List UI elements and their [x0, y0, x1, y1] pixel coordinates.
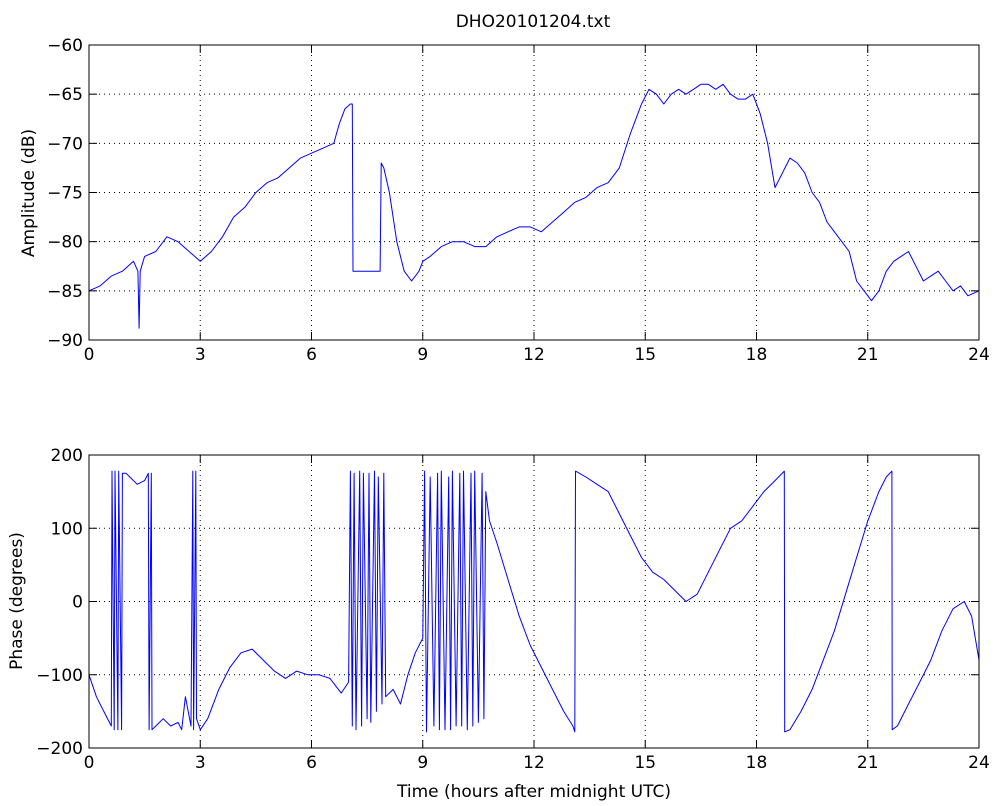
phase-x-tick-label: 9 [417, 753, 428, 773]
amplitude-y-tick-label: −65 [47, 85, 83, 105]
figure-title: DHO20101204.txt [456, 12, 611, 32]
phase-x-tick-label: 18 [746, 753, 768, 773]
phase-x-tick-label: 15 [634, 753, 656, 773]
phase-x-tick-label: 3 [195, 753, 206, 773]
phase-x-tick-label: 24 [968, 753, 990, 773]
amplitude-axes: −90 −85 −80 −75 −70 −65 −60 0 3 6 9 12 15 18 21 24 Amp… [19, 36, 990, 365]
amplitude-x-tick-labels: 0 3 6 9 12 15 18 21 24 [84, 345, 990, 365]
amplitude-x-tick-label: 24 [968, 345, 990, 365]
phase-y-axis-title: Phase (degrees) [7, 532, 27, 670]
phase-y-tick-label: 0 [72, 593, 83, 613]
phase-x-tick-label: 12 [523, 753, 545, 773]
phase-x-tick-labels: 0 3 6 9 12 15 18 21 24 [84, 753, 990, 773]
amplitude-x-tick-label: 21 [857, 345, 879, 365]
amplitude-y-tick-label: −70 [47, 134, 83, 154]
amplitude-x-tick-label: 3 [195, 345, 206, 365]
phase-y-tick-label: 100 [51, 519, 83, 539]
amplitude-y-tick-label: −80 [47, 233, 83, 253]
amplitude-grid [89, 45, 979, 340]
amplitude-ticks [88, 44, 980, 341]
amplitude-y-tick-label: −85 [47, 282, 83, 302]
amplitude-y-tick-label: −75 [47, 184, 83, 204]
phase-x-tick-label: 0 [84, 753, 95, 773]
amplitude-x-tick-label: 6 [306, 345, 317, 365]
phase-y-tick-label: −100 [36, 666, 83, 686]
phase-x-axis-title: Time (hours after midnight UTC) [396, 782, 671, 802]
phase-x-tick-label: 6 [306, 753, 317, 773]
amplitude-y-tick-label: −60 [47, 36, 83, 56]
amplitude-x-tick-label: 18 [746, 345, 768, 365]
phase-grid [89, 455, 979, 748]
amplitude-trace [88, 83, 980, 329]
amplitude-y-axis-title: Amplitude (dB) [19, 129, 39, 257]
phase-ticks [88, 454, 980, 749]
amplitude-y-tick-labels: −90 −85 −80 −75 −70 −65 −60 [47, 36, 83, 351]
amplitude-y-tick-label: −90 [47, 331, 83, 351]
phase-x-tick-label: 21 [857, 753, 879, 773]
amplitude-x-tick-label: 15 [634, 345, 656, 365]
amplitude-x-tick-label: 0 [84, 345, 95, 365]
amplitude-x-tick-label: 12 [523, 345, 545, 365]
amplitude-x-tick-label: 9 [417, 345, 428, 365]
phase-axes: −200 −100 0 100 200 0 3 6 9 12 15 18 21 24 Phase (de… [7, 446, 990, 802]
phase-y-tick-label: −200 [36, 739, 83, 759]
phase-y-tick-label: 200 [51, 446, 83, 466]
phase-trace [88, 470, 980, 733]
phase-y-tick-labels: −200 −100 0 100 200 [36, 446, 83, 759]
